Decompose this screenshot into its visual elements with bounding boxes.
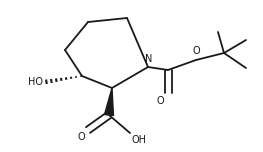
Text: OH: OH xyxy=(132,135,147,145)
Text: HO: HO xyxy=(28,77,43,87)
Text: N: N xyxy=(145,54,153,64)
Polygon shape xyxy=(104,88,113,116)
Text: O: O xyxy=(192,46,200,56)
Text: O: O xyxy=(156,96,164,106)
Text: O: O xyxy=(77,132,85,142)
